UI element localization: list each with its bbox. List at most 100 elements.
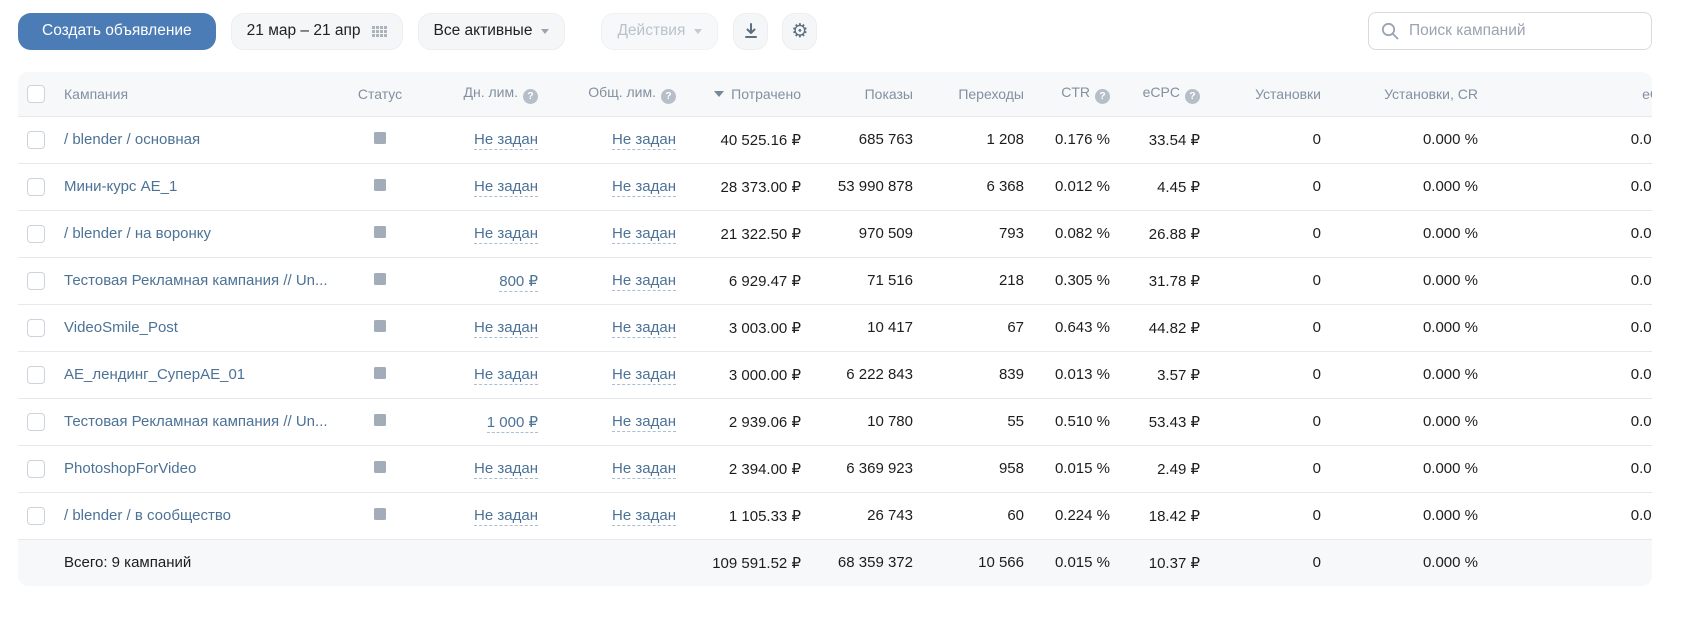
ctr-cell: 0.012 % (1024, 162, 1110, 210)
installs-cell: 0 (1200, 162, 1321, 210)
create-ad-button[interactable]: Создать объявление (18, 12, 216, 50)
impressions-cell: 71 516 (801, 256, 913, 304)
clicks-cell: 793 (913, 209, 1024, 257)
spent-cell: 2 394.00 ₽ (676, 444, 801, 492)
ecpc-cell: 3.57 ₽ (1110, 350, 1200, 398)
daily-limit-link[interactable]: 800 ₽ (499, 272, 538, 292)
total-limit-link[interactable]: Не задан (612, 507, 676, 526)
daily-limit-link[interactable]: Не задан (474, 366, 538, 385)
clicks-cell: 55 (913, 397, 1024, 445)
campaign-name-link[interactable]: / blender / в сообщество (64, 507, 231, 524)
row-checkbox[interactable] (27, 271, 45, 290)
column-header-status[interactable]: Статус (340, 72, 420, 116)
spent-cell: 40 525.16 ₽ (676, 115, 801, 163)
spent-cell: 3 000.00 ₽ (676, 350, 801, 398)
column-header-impressions[interactable]: Показы (801, 72, 913, 116)
total-limit-link[interactable]: Не задан (612, 319, 676, 338)
row-checkbox[interactable] (27, 459, 45, 478)
column-header-ecpc[interactable]: eCPC? (1110, 72, 1200, 116)
column-header-total-limit[interactable]: Общ. лим.? (538, 72, 676, 116)
campaign-name-link[interactable]: PhotoshopForVideo (64, 460, 197, 477)
installs-cr-cell: 0.000 % (1321, 491, 1478, 539)
installs-cr-cell: 0.000 % (1321, 256, 1478, 304)
impressions-cell: 6 222 843 (801, 350, 913, 398)
daily-limit-link[interactable]: Не задан (474, 131, 538, 150)
ecpc-cell: 26.88 ₽ (1110, 209, 1200, 257)
daily-limit-link[interactable]: Не задан (474, 460, 538, 479)
search-input[interactable] (1368, 12, 1652, 50)
column-header-clicks[interactable]: Переходы (913, 72, 1024, 116)
cut-cell: 0.00 (1478, 491, 1652, 539)
installs-cr-cell: 0.000 % (1321, 303, 1478, 351)
column-header-installs-cr[interactable]: Установки, CR (1321, 72, 1478, 116)
totals-cut: 0.00 (1478, 538, 1652, 586)
campaign-name-link[interactable]: VideoSmile_Post (64, 319, 178, 336)
installs-cell: 0 (1200, 115, 1321, 163)
row-checkbox[interactable] (27, 130, 45, 149)
ecpc-cell: 31.78 ₽ (1110, 256, 1200, 304)
ctr-cell: 0.013 % (1024, 350, 1110, 398)
clicks-cell: 958 (913, 444, 1024, 492)
ctr-cell: 0.224 % (1024, 491, 1110, 539)
status-filter-dropdown[interactable]: Все активные (417, 12, 566, 50)
campaign-name-link[interactable]: АЕ_лендинг_СуперАЕ_01 (64, 366, 246, 383)
column-header-ctr[interactable]: CTR? (1024, 72, 1110, 116)
row-checkbox[interactable] (27, 365, 45, 384)
help-icon[interactable]: ? (523, 88, 538, 104)
column-header-campaign[interactable]: Кампания (64, 72, 340, 116)
row-checkbox[interactable] (27, 412, 45, 431)
table-row: / blender / в сообщество Не задан Не зад… (18, 491, 1652, 539)
cut-cell: 0.00 (1478, 303, 1652, 351)
table-row: PhotoshopForVideo Не задан Не задан 2 39… (18, 444, 1652, 492)
daily-limit-link[interactable]: Не задан (474, 225, 538, 244)
column-header-spent[interactable]: Потрачено (676, 72, 801, 116)
daily-limit-link[interactable]: 1 000 ₽ (486, 413, 538, 433)
campaign-name-link[interactable]: / blender / основная (64, 131, 201, 148)
table-row: / blender / на воронку Не задан Не задан… (18, 209, 1652, 257)
row-checkbox[interactable] (27, 506, 45, 525)
settings-button[interactable]: ⚙ (782, 12, 818, 50)
select-all-checkbox[interactable] (27, 84, 45, 103)
status-paused-icon (374, 320, 386, 332)
cut-cell: 0.00 (1478, 397, 1652, 445)
total-limit-link[interactable]: Не задан (612, 460, 676, 479)
total-limit-link[interactable]: Не задан (612, 131, 676, 150)
campaign-name-link[interactable]: Тестовая Рекламная кампания // Un... (64, 272, 328, 289)
total-limit-link[interactable]: Не задан (612, 413, 676, 432)
total-limit-link[interactable]: Не задан (612, 225, 676, 244)
campaigns-page: Создать объявление 21 мар – 21 апр Все а… (18, 12, 1652, 586)
totals-installs-cr: 0.000 % (1321, 538, 1478, 586)
spent-cell: 21 322.50 ₽ (676, 209, 801, 257)
cut-cell: 0.00 (1478, 444, 1652, 492)
campaign-name-link[interactable]: Мини-курс АЕ_1 (64, 178, 178, 195)
help-icon[interactable]: ? (661, 88, 676, 104)
total-limit-link[interactable]: Не задан (612, 272, 676, 291)
spent-cell: 3 003.00 ₽ (676, 303, 801, 351)
impressions-cell: 685 763 (801, 115, 913, 163)
daily-limit-link[interactable]: Не задан (474, 178, 538, 197)
daily-limit-link[interactable]: Не задан (474, 319, 538, 338)
table-row: Мини-курс АЕ_1 Не задан Не задан 28 373.… (18, 162, 1652, 210)
campaign-name-link[interactable]: Тестовая Рекламная кампания // Un... (64, 413, 328, 430)
cut-cell: 0.00 (1478, 209, 1652, 257)
help-icon[interactable]: ? (1185, 88, 1200, 104)
installs-cr-cell: 0.000 % (1321, 350, 1478, 398)
total-limit-link[interactable]: Не задан (612, 366, 676, 385)
date-range-button[interactable]: 21 мар – 21 апр (230, 12, 403, 50)
campaign-name-link[interactable]: / blender / на воронку (64, 225, 212, 242)
daily-limit-link[interactable]: Не задан (474, 507, 538, 526)
row-checkbox[interactable] (27, 177, 45, 196)
cut-cell: 0.00 (1478, 350, 1652, 398)
column-header-daily-limit[interactable]: Дн. лим.? (420, 72, 538, 116)
totals-spent: 109 591.52 ₽ (676, 538, 801, 586)
total-limit-link[interactable]: Не задан (612, 178, 676, 197)
gear-icon: ⚙ (791, 19, 809, 42)
column-header-cut[interactable]: eC (1478, 72, 1652, 116)
installs-cell: 0 (1200, 350, 1321, 398)
row-checkbox[interactable] (27, 224, 45, 243)
column-header-installs[interactable]: Установки (1200, 72, 1321, 116)
export-button[interactable] (733, 12, 769, 50)
help-icon[interactable]: ? (1095, 88, 1110, 104)
impressions-cell: 53 990 878 (801, 162, 913, 210)
row-checkbox[interactable] (27, 318, 45, 337)
